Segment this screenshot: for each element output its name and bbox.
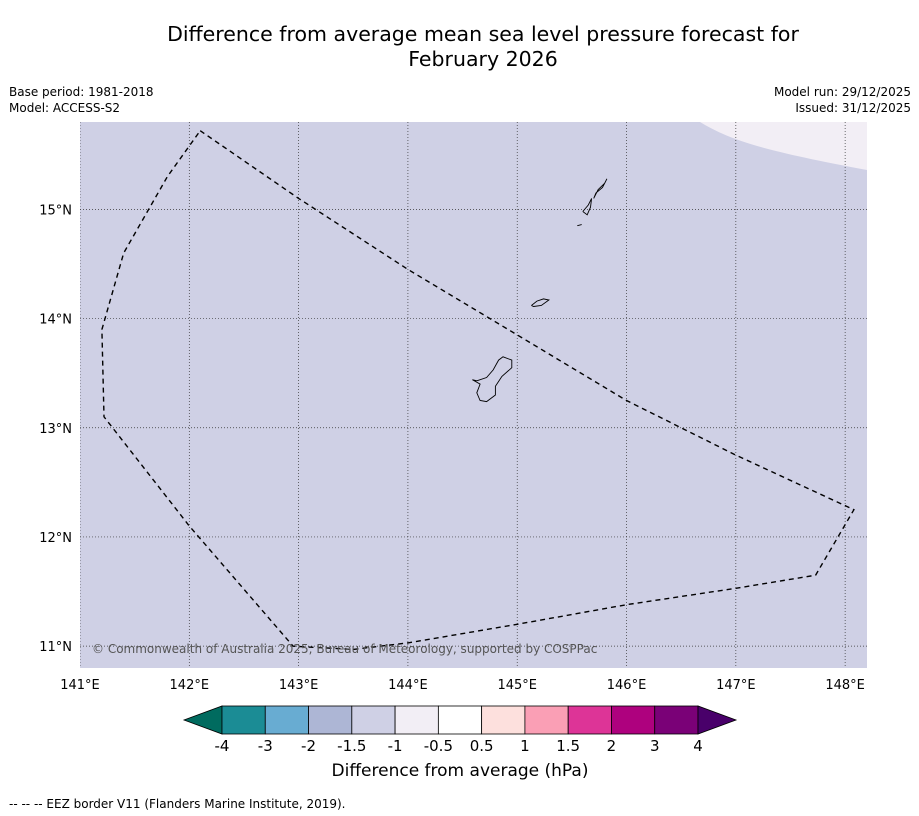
island-outline (593, 178, 608, 199)
lon-tick-label: 147°E (716, 678, 756, 693)
colorbar-tick-label: -1 (388, 737, 403, 755)
lon-tick-label: 142°E (170, 678, 210, 693)
lat-tick-label: 14°N (39, 313, 72, 328)
colorbar-swatch (611, 705, 656, 735)
island-outline (472, 356, 513, 403)
meta-right: Model run: 29/12/2025 Issued: 31/12/2025 (774, 84, 911, 116)
lon-tick-label: 146°E (607, 678, 647, 693)
colorbar-high-extend (697, 705, 738, 735)
colorbar-swatch (351, 705, 396, 735)
lon-tick-label: 145°E (497, 678, 537, 693)
lon-tick-label: 143°E (279, 678, 319, 693)
lon-tick-label: 148°E (825, 678, 865, 693)
footer-note: -- -- -- EEZ border V11 (Flanders Marine… (9, 797, 346, 811)
lat-tick-label: 12°N (39, 531, 72, 546)
colorbar-swatch (221, 705, 266, 735)
model-label: Model: ACCESS-S2 (9, 101, 121, 115)
colorbar-swatch (654, 705, 699, 735)
colorbar-swatch (308, 705, 353, 735)
colorbar-tick-label: 4 (693, 737, 703, 755)
title-line-2: February 2026 (408, 47, 558, 71)
lat-tick-label: 11°N (39, 640, 72, 655)
colorbar: -4 -3 -2 -1.5 -1 -0.5 0.5 1 1.5 2 3 4 (182, 705, 738, 755)
graticule (80, 122, 867, 668)
colorbar-swatch (437, 705, 483, 735)
lat-tick-label: 15°N (39, 203, 72, 218)
lon-tick-label: 141°E (60, 678, 100, 693)
title-line-1: Difference from average mean sea level p… (167, 22, 799, 46)
lat-tick-label: 13°N (39, 422, 72, 437)
colorbar-swatch (264, 705, 309, 735)
colorbar-low-extend (182, 705, 223, 735)
copyright-text: © Commonwealth of Australia 2025, Bureau… (92, 642, 597, 656)
colorbar-tick-label: 3 (650, 737, 660, 755)
base-period-label: Base period: 1981-2018 (9, 85, 154, 99)
eez-border (101, 130, 855, 651)
colorbar-tick-label: 1 (520, 737, 530, 755)
island-outline (577, 224, 582, 227)
colorbar-tick-label: -3 (258, 737, 273, 755)
colorbar-swatch (524, 705, 569, 735)
issued-label: Issued: 31/12/2025 (795, 101, 911, 115)
colorbar-tick-label: -4 (215, 737, 230, 755)
map-corner-anomaly (700, 122, 867, 170)
colorbar-swatch (481, 705, 526, 735)
colorbar-tick-label: -1.5 (337, 737, 366, 755)
colorbar-tick-label: 0.5 (470, 737, 494, 755)
longitude-labels: 141°E 142°E 143°E 144°E 145°E 146°E 147°E 148°E (60, 678, 865, 693)
colorbar-tick-label: 1.5 (556, 737, 580, 755)
chart-title: Difference from average mean sea level p… (100, 22, 866, 72)
colorbar-tick-label: -0.5 (424, 737, 453, 755)
islands (472, 178, 608, 403)
colorbar-tick-label: 2 (607, 737, 617, 755)
island-outline (531, 298, 550, 307)
colorbar-title: Difference from average (hPa) (331, 761, 589, 781)
meta-left: Base period: 1981-2018 Model: ACCESS-S2 (9, 84, 154, 116)
latitude-labels: 11°N 12°N 13°N 14°N 15°N (39, 203, 72, 655)
colorbar-tick-label: -2 (301, 737, 316, 755)
lon-tick-label: 144°E (388, 678, 428, 693)
island-outline (582, 198, 593, 216)
colorbar-swatch (567, 705, 612, 735)
model-run-label: Model run: 29/12/2025 (773, 85, 911, 99)
colorbar-swatch (394, 705, 439, 735)
